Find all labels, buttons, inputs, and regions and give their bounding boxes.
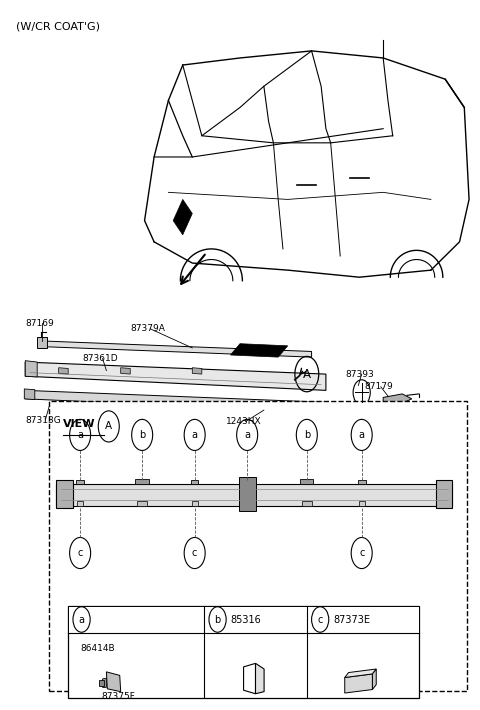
Polygon shape (39, 341, 312, 357)
Text: 85316: 85316 (230, 614, 261, 625)
Text: a: a (192, 430, 198, 440)
Bar (204, 606, 307, 633)
Polygon shape (76, 480, 84, 484)
Polygon shape (300, 479, 313, 484)
Polygon shape (436, 480, 452, 508)
Polygon shape (56, 484, 452, 506)
Polygon shape (173, 200, 192, 235)
Polygon shape (99, 680, 104, 686)
Text: 87361D: 87361D (83, 354, 118, 363)
Text: c: c (77, 548, 83, 558)
Polygon shape (345, 674, 372, 693)
Polygon shape (255, 663, 264, 694)
Polygon shape (103, 678, 107, 687)
Polygon shape (230, 344, 288, 357)
Text: 87379A: 87379A (130, 324, 165, 333)
Text: 87179: 87179 (364, 382, 393, 391)
Text: a: a (77, 430, 83, 440)
Text: a: a (359, 430, 365, 440)
Polygon shape (120, 368, 130, 374)
Polygon shape (345, 669, 376, 677)
Polygon shape (358, 480, 365, 484)
Bar (68, 606, 419, 698)
Text: 87393: 87393 (345, 370, 374, 378)
Polygon shape (192, 368, 202, 374)
Text: VIEW: VIEW (63, 419, 96, 429)
Text: a: a (244, 430, 250, 440)
Polygon shape (297, 405, 316, 412)
Text: A: A (105, 422, 112, 432)
Text: 86414B: 86414B (80, 643, 115, 652)
Text: A: A (303, 368, 311, 381)
Polygon shape (239, 477, 256, 510)
Polygon shape (359, 501, 364, 506)
Polygon shape (77, 501, 83, 506)
Text: 87169: 87169 (25, 319, 54, 328)
Bar (68, 606, 204, 633)
Text: 87375F: 87375F (102, 692, 135, 701)
Polygon shape (56, 480, 73, 508)
Text: a: a (79, 614, 84, 625)
Text: b: b (215, 614, 221, 625)
Polygon shape (25, 361, 37, 377)
Polygon shape (107, 672, 120, 692)
Text: b: b (139, 430, 145, 440)
Polygon shape (25, 391, 345, 413)
Text: 87313G: 87313G (25, 415, 61, 425)
Polygon shape (383, 394, 412, 406)
Polygon shape (191, 480, 199, 484)
Bar (49, 401, 467, 691)
Polygon shape (135, 479, 149, 484)
Text: (W/CR COAT'G): (W/CR COAT'G) (16, 21, 100, 31)
Polygon shape (372, 669, 376, 689)
Polygon shape (59, 368, 68, 374)
Polygon shape (137, 501, 147, 506)
Text: 1243HX: 1243HX (226, 417, 261, 426)
Polygon shape (192, 501, 198, 506)
Polygon shape (25, 362, 326, 391)
Polygon shape (243, 663, 255, 694)
Text: c: c (317, 614, 323, 625)
Text: b: b (304, 430, 310, 440)
Polygon shape (302, 501, 312, 506)
Text: c: c (359, 548, 364, 558)
Polygon shape (244, 501, 250, 506)
Text: c: c (192, 548, 197, 558)
Polygon shape (24, 389, 35, 400)
Polygon shape (37, 337, 47, 348)
Text: 87373E: 87373E (333, 614, 370, 625)
Bar (307, 606, 419, 633)
Polygon shape (243, 480, 251, 484)
